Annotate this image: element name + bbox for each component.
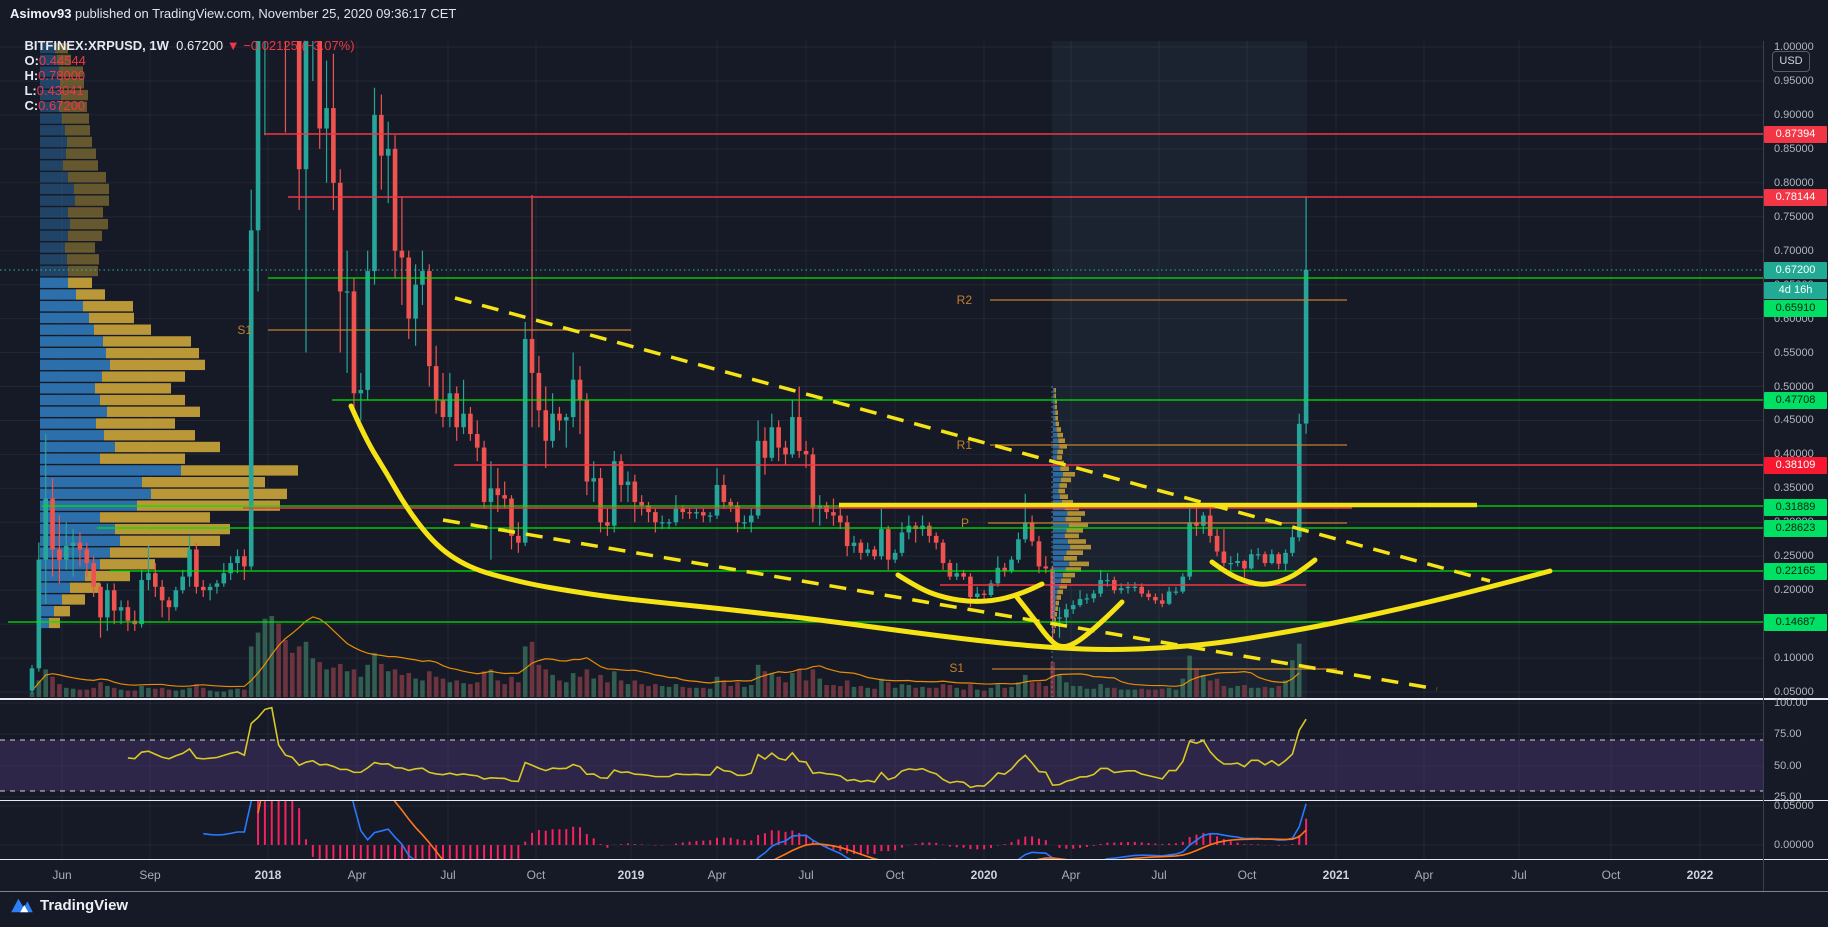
price-tick-label: 0.20000 xyxy=(1774,584,1814,597)
svg-text:R1: R1 xyxy=(957,438,973,452)
indicator-tick-label: 75.00 xyxy=(1774,728,1802,740)
svg-text:S1: S1 xyxy=(949,661,964,675)
time-tick-label: Oct xyxy=(1237,868,1257,882)
svg-text:S1: S1 xyxy=(237,323,252,337)
grid-lines xyxy=(0,41,1763,859)
rsi-pane xyxy=(0,706,1763,792)
volume-histogram xyxy=(29,616,1302,697)
trend-annotations xyxy=(348,296,1553,691)
indicator-tick-label: 100.00 xyxy=(1774,697,1808,709)
publish-text: published on TradingView.com, November 2… xyxy=(71,6,457,21)
support-badge: 0.31889 xyxy=(1764,499,1827,516)
time-tick-label: Apr xyxy=(347,868,367,882)
current-price-badge: 0.67200 xyxy=(1764,262,1827,279)
support-badge: 0.47708 xyxy=(1764,392,1827,409)
price-tick-label: 0.05000 xyxy=(1774,686,1814,699)
price-tick-label: 0.45000 xyxy=(1774,414,1814,427)
tradingview-logo-icon xyxy=(11,898,33,913)
time-tick-label: 2019 xyxy=(617,868,645,882)
price-tick-label: 0.90000 xyxy=(1774,108,1814,121)
last-price: 0.67200 xyxy=(176,38,224,53)
price-tick-label: 0.70000 xyxy=(1774,244,1814,257)
resistance-badge: 0.38109 xyxy=(1764,457,1827,474)
pivot-levels: S1 R2 R1 P S1 xyxy=(237,293,1347,675)
time-tick-label: Sep xyxy=(139,868,161,882)
indicator-tick-label: 50.00 xyxy=(1774,760,1802,772)
volume-profile xyxy=(40,43,298,629)
publish-info: Asimov93 published on TradingView.com, N… xyxy=(10,6,456,21)
bar-countdown-badge: 4d 16h xyxy=(1764,282,1827,299)
pane-separator[interactable] xyxy=(0,800,1828,801)
fixed-range-profile xyxy=(1051,386,1091,697)
price-tick-label: 0.10000 xyxy=(1774,652,1814,665)
time-tick-label: 2021 xyxy=(1322,868,1350,882)
horizontal-levels xyxy=(8,133,1763,623)
svg-text:P: P xyxy=(961,516,969,530)
symbol-name[interactable]: BITFINEX:XRPUSD, 1W xyxy=(24,38,169,53)
symbol-info-bar[interactable]: BITFINEX:XRPUSD, 1W 0.67200 ▼ −0.02125 (… xyxy=(10,23,358,128)
indicator-tick-label: 25.00 xyxy=(1774,791,1802,803)
price-axis-border xyxy=(1763,41,1764,891)
time-tick-label: Apr xyxy=(1414,868,1434,882)
time-tick-label: Jun xyxy=(52,868,72,882)
macd-pane xyxy=(203,801,1308,859)
high-label: H: xyxy=(24,68,39,83)
price-tick-label: 0.85000 xyxy=(1774,142,1814,155)
support-badge: 0.14687 xyxy=(1764,614,1827,631)
price-change: ▼ −0.02125 (−3.07%) xyxy=(226,38,355,53)
time-tick-label: Oct xyxy=(526,868,546,882)
support-badge: 0.22165 xyxy=(1764,563,1827,580)
open-label: O: xyxy=(24,53,39,68)
currency-toggle-button[interactable]: USD xyxy=(1772,51,1810,72)
close-label: C: xyxy=(24,98,39,113)
price-tick-label: 0.35000 xyxy=(1774,482,1814,495)
resistance-badge: 0.87394 xyxy=(1764,126,1827,143)
svg-text:R2: R2 xyxy=(957,293,973,307)
indicator-tick-label: 0.05000 xyxy=(1774,800,1814,812)
resistance-badge: 0.78144 xyxy=(1764,189,1827,206)
time-tick-label: Jul xyxy=(1151,868,1167,882)
low-value: 0.43041 xyxy=(36,83,84,98)
close-value: 0.67200 xyxy=(38,98,86,113)
time-tick-label: Jul xyxy=(440,868,456,882)
price-tick-label: 0.25000 xyxy=(1774,550,1814,563)
price-tick-label: 0.50000 xyxy=(1774,380,1814,393)
author-name: Asimov93 xyxy=(10,6,72,21)
time-tick-label: Apr xyxy=(707,868,727,882)
price-pane xyxy=(1052,41,1307,698)
price-tick-label: 0.55000 xyxy=(1774,346,1814,359)
low-label: L: xyxy=(24,83,37,98)
time-tick-label: 2020 xyxy=(970,868,998,882)
time-tick-label: Oct xyxy=(1601,868,1621,882)
tradingview-logo-text: TradingView xyxy=(40,896,129,914)
support-badge: 0.65910 xyxy=(1764,300,1827,317)
time-tick-label: Jul xyxy=(1511,868,1527,882)
time-tick-label: Jul xyxy=(798,868,814,882)
price-tick-label: 1.00000 xyxy=(1774,41,1814,53)
high-value: 0.78000 xyxy=(38,68,86,83)
open-value: 0.44544 xyxy=(38,53,86,68)
indicator-tick-label: 0.00000 xyxy=(1774,839,1814,851)
support-badge: 0.28623 xyxy=(1764,520,1827,537)
time-tick-label: 2022 xyxy=(1686,868,1714,882)
time-axis-border xyxy=(0,891,1828,892)
time-tick-label: Apr xyxy=(1061,868,1081,882)
time-tick-label: 2018 xyxy=(254,868,282,882)
price-tick-label: 0.80000 xyxy=(1774,176,1814,189)
candles-layer xyxy=(29,41,1309,694)
price-tick-label: 0.75000 xyxy=(1774,210,1814,223)
tradingview-logo[interactable]: TradingView xyxy=(10,896,128,914)
price-tick-label: 0.95000 xyxy=(1774,74,1814,87)
pane-separator[interactable] xyxy=(0,859,1828,860)
pane-separator[interactable] xyxy=(0,698,1828,700)
time-tick-label: Oct xyxy=(885,868,905,882)
